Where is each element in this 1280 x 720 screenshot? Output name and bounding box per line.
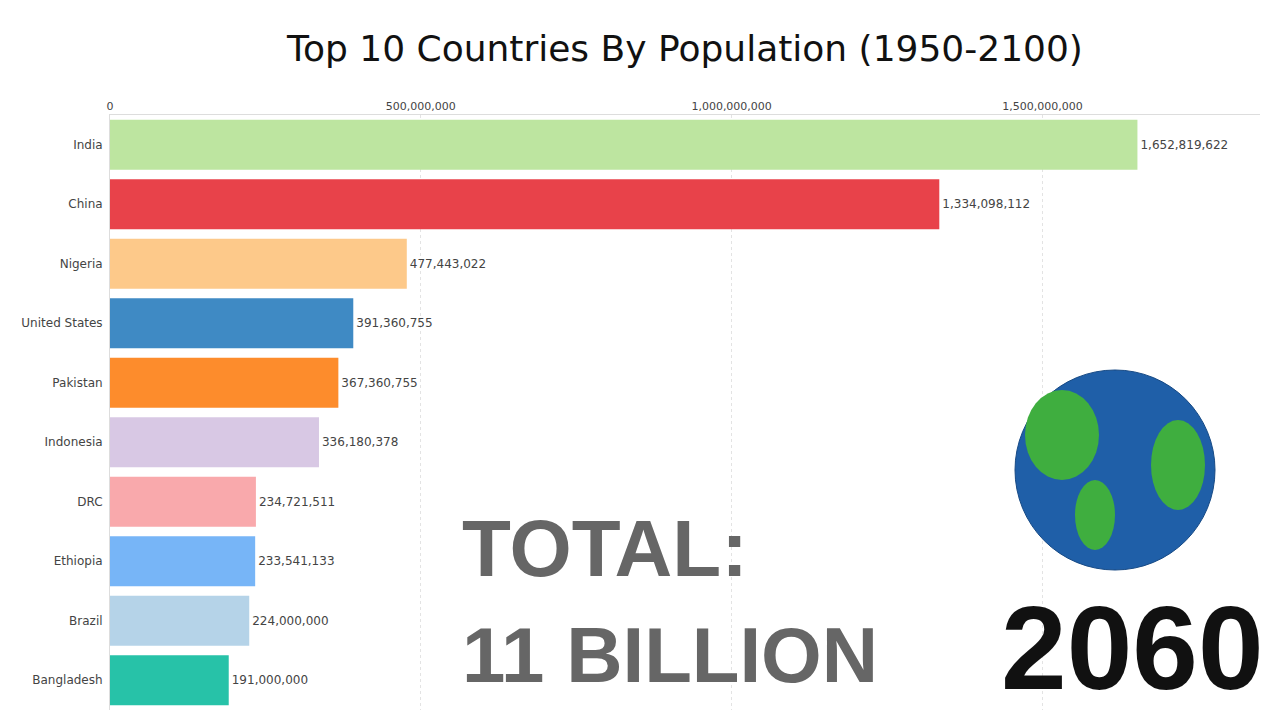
svg-text:11 BILLION: 11 BILLION (462, 611, 878, 699)
svg-text:191,000,000: 191,000,000 (232, 673, 308, 687)
svg-text:1,334,098,112: 1,334,098,112 (942, 197, 1030, 211)
svg-text:Bangladesh: Bangladesh (32, 673, 102, 687)
svg-text:Nigeria: Nigeria (60, 257, 103, 271)
svg-text:India: India (73, 138, 102, 152)
svg-text:477,443,022: 477,443,022 (410, 257, 486, 271)
svg-text:Indonesia: Indonesia (45, 435, 103, 449)
svg-text:Top 10 Countries By Population: Top 10 Countries By Population (1950-210… (286, 28, 1083, 69)
svg-text:367,360,755: 367,360,755 (341, 376, 417, 390)
svg-text:0: 0 (107, 100, 114, 113)
svg-text:TOTAL:: TOTAL: (462, 504, 748, 593)
svg-text:1,500,000,000: 1,500,000,000 (1002, 100, 1082, 113)
svg-text:1,000,000,000: 1,000,000,000 (691, 100, 771, 113)
svg-text:DRC: DRC (77, 495, 102, 509)
svg-text:Pakistan: Pakistan (52, 376, 102, 390)
svg-text:500,000,000: 500,000,000 (386, 100, 456, 113)
svg-text:234,721,511: 234,721,511 (259, 495, 335, 509)
svg-text:336,180,378: 336,180,378 (322, 435, 398, 449)
svg-text:391,360,755: 391,360,755 (356, 316, 432, 330)
svg-text:1,652,819,622: 1,652,819,622 (1140, 138, 1228, 152)
svg-text:233,541,133: 233,541,133 (258, 554, 334, 568)
svg-text:Ethiopia: Ethiopia (54, 554, 103, 568)
svg-text:2060: 2060 (1001, 582, 1264, 714)
svg-text:United States: United States (21, 316, 102, 330)
svg-text:China: China (68, 197, 102, 211)
svg-text:224,000,000: 224,000,000 (252, 614, 328, 628)
svg-text:Brazil: Brazil (69, 614, 103, 628)
